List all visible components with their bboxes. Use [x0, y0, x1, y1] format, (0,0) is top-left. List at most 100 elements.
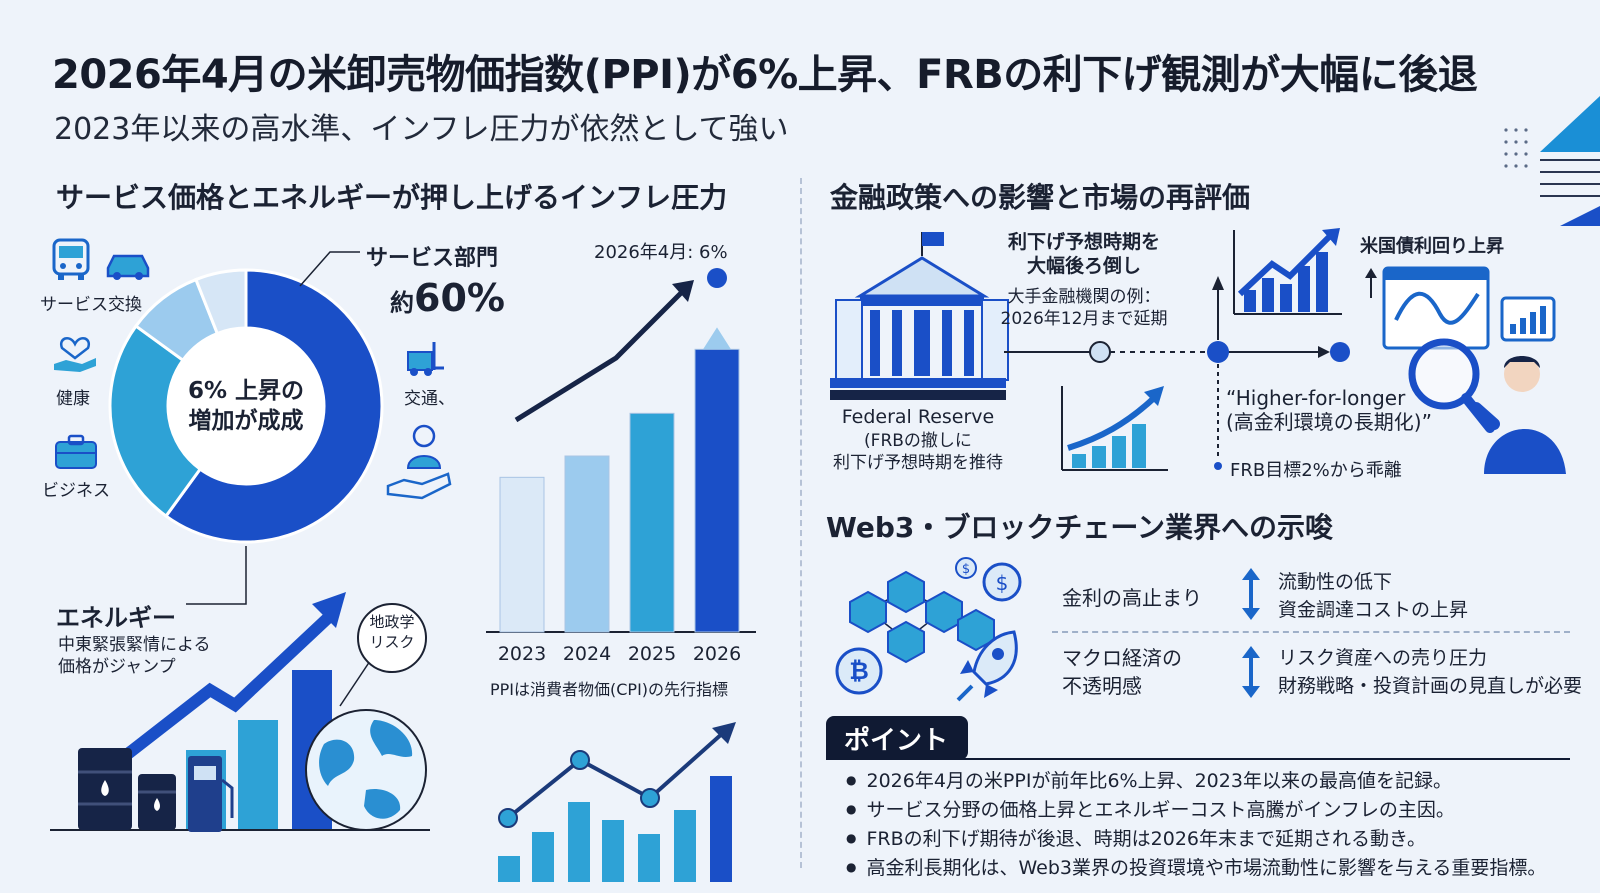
web3-row-divider [1052, 631, 1570, 633]
rate-timeline [1004, 276, 1350, 470]
page-subtitle: 2023年以来の高水準、インフレ圧力が依然として強い [54, 112, 789, 147]
left-heading: サービス価格とエネルギーが押し上げるインフレ圧力 [56, 181, 728, 214]
bar-2023 [499, 476, 545, 633]
donut-center-text: 6% 上昇の 増加が成成 [176, 376, 316, 436]
person-icon [406, 424, 442, 469]
x-tick-2024: 2024 [563, 643, 611, 665]
x-tick-2023: 2023 [498, 643, 546, 665]
services-share-value: 60% [414, 276, 505, 320]
chart-footnote: PPIは消費者物価(CPI)の先行指標 [490, 680, 729, 699]
delay-line1: 利下げ予想時期を [1007, 231, 1160, 253]
corner-decoration [1504, 96, 1600, 226]
geo-risk-label: 地政学 リスク [356, 612, 428, 652]
energy-desc-line2: 価格がジャンプ [58, 657, 176, 677]
fed-desc-line2: 利下げ予想時期を推待 [833, 453, 1003, 473]
point-item: サービス分野の価格上昇とエネルギーコスト高騰がインフレの主因。 [846, 797, 1546, 826]
category-label-1: サービス交換 [40, 295, 142, 315]
chart-annotation: 2026年4月: 6% [594, 242, 728, 263]
web3-effect-2: リスク資産への売り圧力 財務戦略・投資計画の見直しが必要 [1278, 644, 1582, 700]
web3-heading: Web3・ブロックチェーン業界への示唆 [826, 511, 1334, 544]
bar-chart-icon [1500, 296, 1556, 342]
updown-arrow-icon [1242, 646, 1260, 698]
point-item: 2026年4月の米PPIが前年比6%上昇、2023年以来の最高値を記録。 [846, 768, 1546, 797]
bitcoin-icon: ₿ [835, 647, 883, 695]
hfl-line1: “Higher-for-longer [1226, 386, 1406, 410]
donut-segment-2 [108, 323, 203, 519]
web3-effect-2b: 財務戦略・投資計画の見直しが必要 [1278, 675, 1583, 697]
donut-center-line1: 6% 上昇の [187, 378, 305, 404]
latest-marker-dot [707, 268, 727, 288]
fed-desc-line1: (FRBの撤しに [864, 431, 972, 451]
bar-2026 [694, 348, 740, 633]
yield-label: 米国債利回り上昇 [1360, 236, 1504, 257]
energy-label: エネルギー [56, 604, 176, 632]
right-heading: 金融政策への影響と市場の再評価 [830, 181, 1251, 214]
category-label-3: ビジネス [42, 481, 110, 501]
fed-target-label: FRB目標2%から乖離 [1230, 460, 1402, 481]
fed-building-icon [830, 232, 1009, 400]
bus-icon [52, 238, 90, 280]
bar-2025 [629, 412, 675, 633]
web3-cause-2b: 不透明感 [1062, 674, 1142, 698]
delay-line2: 大幅後ろ倒し [1026, 255, 1141, 277]
rising-chart-icon [1233, 228, 1342, 315]
donut-center-line2: 増加が成成 [188, 408, 304, 434]
briefcase-icon [55, 434, 97, 469]
donut-hole [169, 329, 323, 483]
oil-barrel-icon [78, 748, 176, 830]
donut-segment-1 [163, 268, 384, 544]
trend-arrow-line [514, 290, 684, 423]
ppi-bar-chart: 2023 2024 2025 2026 [486, 268, 756, 665]
web3-cause-1: 金利の高止まり [1062, 586, 1202, 610]
x-tick-2026: 2026 [693, 643, 741, 665]
rocket-icon [956, 630, 1018, 702]
globe-icon [305, 709, 427, 831]
point-item: FRBの利下げ期待が後退、時期は2026年末まで延期される動き。 [846, 826, 1546, 855]
column-divider [800, 178, 802, 868]
mini-trend-chart [498, 722, 736, 882]
car-icon [106, 254, 150, 280]
svg-text:₿: ₿ [849, 657, 869, 685]
latest-marker-cap [703, 327, 731, 350]
services-share: 約60% [390, 276, 505, 320]
category-label-2: 健康 [56, 389, 90, 409]
web3-cause-2a: マクロ経済の [1062, 646, 1182, 670]
web3-effect-2a: リスク資産への売り圧力 [1278, 647, 1488, 669]
delay-heading: 利下げ予想時期を 大幅後ろ倒し [986, 230, 1182, 278]
geo-risk-line1: 地政学 [369, 613, 415, 631]
coin-icon: $ $ [955, 557, 1022, 602]
points-tag: ポイント [826, 716, 968, 760]
heart-hand-icon [54, 336, 96, 372]
web3-effect-1a: 流動性の低下 [1278, 571, 1393, 593]
geo-risk-line2: リスク [369, 633, 415, 651]
delay-ex-line2: 2026年12月まで延期 [1000, 309, 1168, 329]
point-item: 高金利長期化は、Web3業界の投資環境や市場流動性に影響を与える重要指標。 [846, 855, 1546, 884]
services-donut [108, 268, 384, 544]
hand-icon [386, 472, 452, 500]
higher-for-longer: “Higher-for-longer (高金利環境の長期化)” [1226, 386, 1432, 434]
fuel-pump-icon [188, 756, 234, 832]
hfl-line2: (高金利環境の長期化)” [1226, 410, 1432, 434]
web3-effect-1b: 資金調達コストの上昇 [1278, 599, 1469, 621]
updown-arrow-icon [1242, 568, 1260, 620]
yield-arrow-icon [1365, 268, 1377, 298]
svg-text:$: $ [962, 562, 970, 577]
donut-segment-4 [193, 268, 248, 336]
services-leader-line [186, 251, 360, 605]
delay-ex-line1: 大手金融機関の例： [1007, 287, 1161, 307]
trend-arrow-head [672, 280, 694, 302]
svg-text:$: $ [996, 571, 1009, 595]
analyst-magnifier-icon [1408, 338, 1566, 474]
forklift-icon [407, 342, 444, 376]
geo-risk-circle [357, 603, 427, 673]
services-share-prefix: 約 [390, 289, 414, 317]
geo-callout-line [339, 657, 373, 707]
web3-cause-2: マクロ経済の 不透明感 [1062, 644, 1182, 700]
x-tick-2025: 2025 [628, 643, 676, 665]
points-list: 2026年4月の米PPIが前年比6%上昇、2023年以来の最高値を記録。 サービ… [846, 768, 1546, 884]
growth-chart-icon [1061, 386, 1168, 471]
energy-desc-line1: 中東緊張緊情による [58, 635, 211, 655]
fed-desc: (FRBの撤しに 利下げ予想時期を推待 [814, 430, 1022, 474]
points-rule [826, 758, 1570, 760]
web3-effect-1: 流動性の低下 資金調達コストの上昇 [1278, 568, 1468, 624]
